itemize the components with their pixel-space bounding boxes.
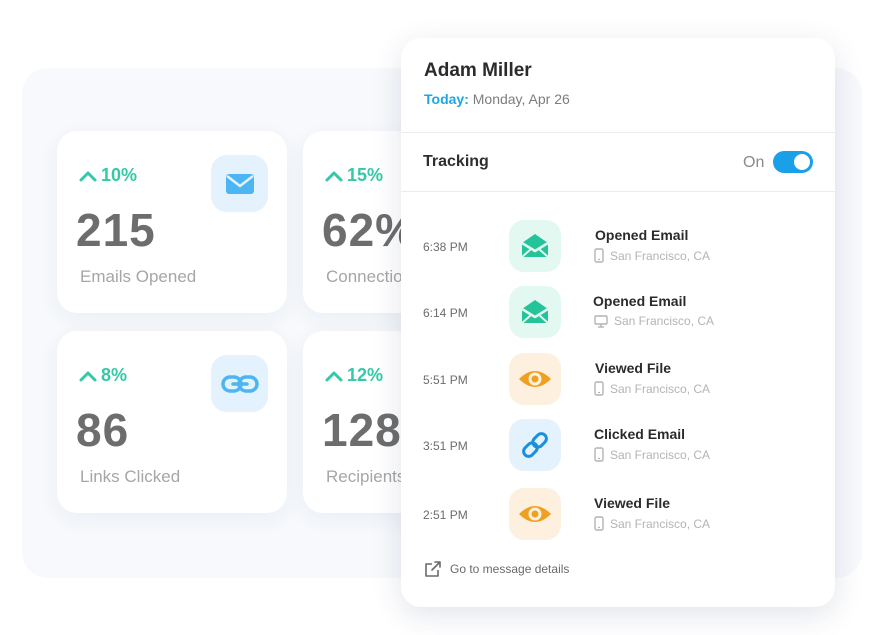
stat-card-emails-opened: 10% 215 Emails Opened xyxy=(57,131,287,313)
contact-tracking-panel: Adam Miller Today: Monday, Apr 26 Tracki… xyxy=(401,38,835,607)
details-link-label: Go to message details xyxy=(450,562,570,576)
today-value: Monday, Apr 26 xyxy=(468,91,570,107)
activity-time: 3:51 PM xyxy=(423,439,468,453)
activity-location-text: San Francisco, CA xyxy=(610,447,711,462)
stat-label: Links Clicked xyxy=(80,467,181,486)
divider xyxy=(401,132,835,133)
phone-icon xyxy=(594,248,604,263)
activity-title: Opened Email xyxy=(593,293,687,309)
envelope-open-icon xyxy=(509,286,561,338)
activity-row[interactable]: 5:51 PM Viewed File San Francisco, CA xyxy=(401,349,835,409)
arrow-up-icon xyxy=(79,171,97,181)
stat-label: Emails Opened xyxy=(80,267,197,286)
tracking-toggle-state: On xyxy=(743,154,765,171)
stat-value: 128 xyxy=(322,404,402,456)
activity-location-text: San Francisco, CA xyxy=(610,248,711,263)
eye-icon xyxy=(509,353,561,405)
stat-delta: 8% xyxy=(78,365,127,386)
stat-card-links-clicked: 8% 86 Links Clicked xyxy=(57,331,287,513)
stat-delta: 12% xyxy=(324,365,383,386)
activity-row[interactable]: 6:38 PM Opened Email San Francisco, CA xyxy=(401,216,835,276)
envelope-open-icon xyxy=(509,220,561,272)
activity-title: Opened Email xyxy=(595,227,689,243)
activity-location: San Francisco, CA xyxy=(594,314,714,328)
email-icon xyxy=(211,155,268,212)
arrow-up-icon xyxy=(79,371,97,381)
activity-location: San Francisco, CA xyxy=(594,516,710,531)
activity-location: San Francisco, CA xyxy=(594,248,710,263)
activity-time: 6:38 PM xyxy=(423,240,468,254)
stat-label: Recipients xyxy=(326,467,406,486)
activity-row[interactable]: 6:14 PM Opened Email San Francisco, CA xyxy=(401,282,835,342)
phone-icon xyxy=(594,447,604,462)
tracking-toggle[interactable] xyxy=(773,151,813,173)
phone-icon xyxy=(594,381,604,396)
activity-row[interactable]: 3:51 PM Clicked Email San Francisco, CA xyxy=(401,415,835,475)
stat-value: 62% xyxy=(322,204,418,256)
activity-location-text: San Francisco, CA xyxy=(614,314,715,328)
activity-location: San Francisco, CA xyxy=(594,447,710,462)
activity-title: Clicked Email xyxy=(594,426,686,442)
activity-title: Viewed File xyxy=(595,360,671,376)
eye-icon xyxy=(509,488,561,540)
today-date: Today: Monday, Apr 26 xyxy=(424,91,570,107)
activity-location-text: San Francisco, CA xyxy=(610,381,711,396)
stat-delta-value: 15% xyxy=(347,165,384,185)
activity-title: Viewed File xyxy=(594,495,670,511)
tracking-label: Tracking xyxy=(423,153,489,170)
phone-icon xyxy=(594,516,604,531)
link-icon xyxy=(211,355,268,412)
go-to-message-details-link[interactable]: Go to message details xyxy=(424,560,569,578)
activity-row[interactable]: 2:51 PM Viewed File San Francisco, CA xyxy=(401,484,835,544)
today-label: Today: xyxy=(424,91,469,107)
activity-time: 2:51 PM xyxy=(423,508,468,522)
activity-time: 5:51 PM xyxy=(423,373,468,387)
stat-delta: 15% xyxy=(324,165,383,186)
arrow-up-icon xyxy=(325,371,343,381)
stat-value: 215 xyxy=(76,204,156,256)
activity-time: 6:14 PM xyxy=(423,306,468,320)
desktop-icon xyxy=(594,314,608,328)
stat-delta-value: 10% xyxy=(101,165,138,185)
external-link-icon xyxy=(425,561,441,577)
stat-value: 86 xyxy=(76,404,130,456)
divider xyxy=(401,191,835,192)
activity-location-text: San Francisco, CA xyxy=(610,516,711,531)
toggle-knob xyxy=(794,154,810,170)
contact-name: Adam Miller xyxy=(424,60,532,81)
arrow-up-icon xyxy=(325,171,343,181)
stat-delta-value: 12% xyxy=(347,365,384,385)
stat-delta: 10% xyxy=(78,165,137,186)
stat-delta-value: 8% xyxy=(101,365,128,385)
activity-location: San Francisco, CA xyxy=(594,381,710,396)
link-icon xyxy=(509,419,561,471)
